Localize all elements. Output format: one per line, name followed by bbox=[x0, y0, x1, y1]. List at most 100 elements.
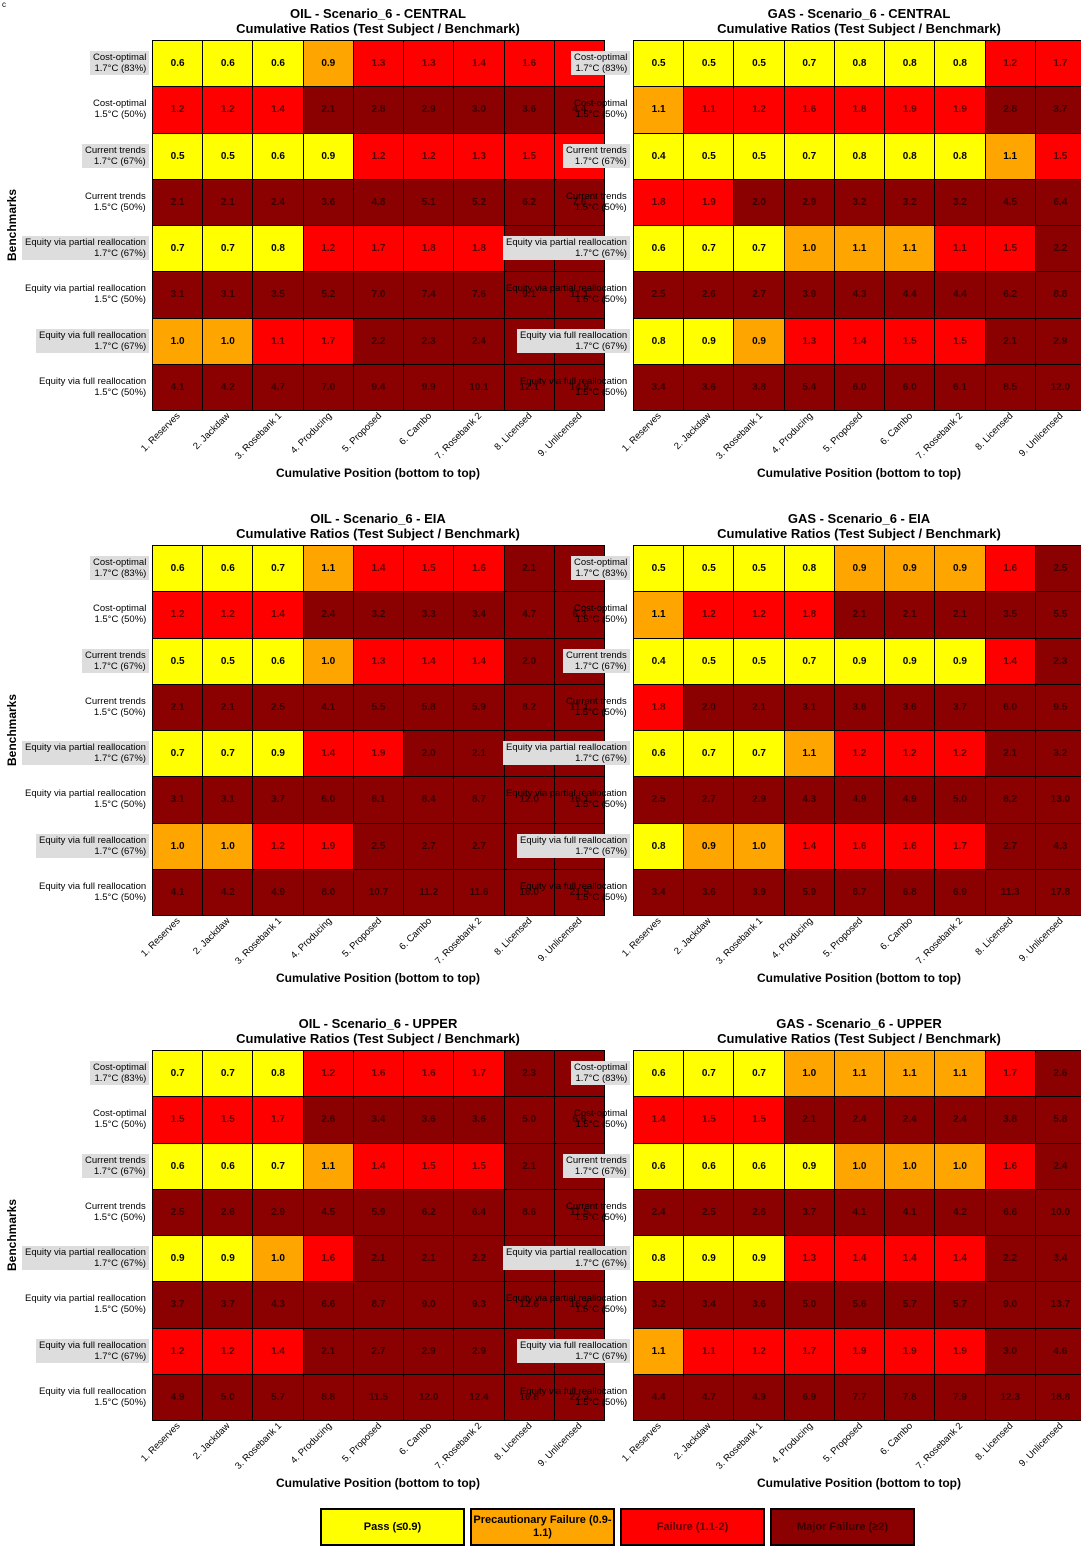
row-label-line1: Equity via full reallocation bbox=[520, 880, 628, 892]
legend-item-label: Major Failure (≥2) bbox=[797, 1520, 888, 1533]
heatmap-cell: 2.1 bbox=[152, 178, 204, 226]
x-tick-label: 8. Licensed bbox=[491, 410, 535, 453]
row-label-line1: Equity via partial reallocation bbox=[25, 788, 146, 800]
row-label-line1: Equity via full reallocation bbox=[520, 834, 628, 846]
heatmap-cell: 1.0 bbox=[934, 1142, 986, 1190]
heatmap-cell: 0.4 bbox=[633, 132, 685, 180]
legend-item-label: Pass (≤0.9) bbox=[363, 1520, 422, 1533]
heatmap-cell: 2.1 bbox=[302, 1327, 354, 1375]
row-label: Equity via partial reallocation 1.5°C (50… bbox=[503, 1292, 630, 1316]
heatmap-cell: 8.2 bbox=[984, 776, 1036, 824]
heatmap-cell: 1.9 bbox=[884, 1327, 936, 1375]
x-tick-label: 4. Producing bbox=[288, 1420, 334, 1466]
heatmap-cell: 4.4 bbox=[934, 271, 986, 319]
heatmap-cell: 1.3 bbox=[403, 40, 455, 88]
x-tick-label: 6. Cambo bbox=[878, 915, 916, 953]
heatmap-cell: 0.7 bbox=[152, 1050, 204, 1098]
heatmap-cell: 4.4 bbox=[633, 1373, 685, 1421]
heatmap-cell: 4.8 bbox=[352, 178, 405, 226]
row-label-line1: Cost-optimal bbox=[93, 98, 147, 110]
row-label: Current trends 1.5°C (50%) bbox=[563, 695, 630, 719]
heatmap-cell: 1.4 bbox=[453, 637, 505, 685]
heatmap-cell: 3.7 bbox=[202, 1281, 254, 1329]
row-label: Equity via full reallocation 1.7°C (67%) bbox=[36, 1338, 150, 1363]
heatmap-cell: 4.1 bbox=[152, 363, 204, 411]
row-label-line1: Equity via partial reallocation bbox=[25, 742, 146, 754]
heatmap-cell: 0.7 bbox=[733, 730, 785, 778]
heatmap-cell: 10.7 bbox=[352, 868, 405, 916]
heatmap-cell: 3.1 bbox=[202, 776, 254, 824]
row-label-line2: 1.5°C (50%) bbox=[574, 706, 627, 718]
row-label-line2: 1.5°C (50%) bbox=[574, 201, 627, 213]
heatmap-cell: 16.1 bbox=[553, 776, 605, 824]
row-label-line1: Equity via full reallocation bbox=[39, 329, 147, 341]
heatmap-cell: 1.1 bbox=[984, 132, 1036, 180]
heatmap-cell: 6.1 bbox=[934, 363, 986, 411]
heatmap-cell: 2.2 bbox=[453, 1235, 505, 1283]
row-label-line2: 1.5°C (50%) bbox=[94, 1119, 147, 1131]
legend-item-label: Precautionary Failure (0.9-1.1) bbox=[473, 1514, 612, 1539]
heatmap-cell: 2.1 bbox=[884, 591, 936, 639]
heatmap-cell: 0.6 bbox=[252, 132, 304, 180]
panel-subtitle-line: Cumulative Ratios (Test Subject / Benchm… bbox=[717, 526, 1001, 541]
heatmap-cell: 1.2 bbox=[202, 1327, 254, 1375]
heatmap-cell: 1.2 bbox=[152, 1327, 204, 1375]
row-label: Cost-optimal 1.5°C (50%) bbox=[571, 97, 630, 121]
row-label: Cost-optimal 1.7°C (83%) bbox=[90, 1061, 150, 1086]
heatmap-cell: 8.7 bbox=[352, 1281, 405, 1329]
heatmap-cell: 7.0 bbox=[302, 363, 354, 411]
row-label-line1: Cost-optimal bbox=[93, 1062, 147, 1074]
row-label: Equity via full reallocation 1.7°C (67%) bbox=[517, 328, 631, 353]
heatmap-cell: 6.6 bbox=[984, 1188, 1036, 1236]
heatmap-cell: 4.9 bbox=[884, 776, 936, 824]
x-tick-label: 6. Cambo bbox=[878, 1420, 916, 1458]
heatmap-cell: 1.6 bbox=[884, 822, 936, 870]
x-tick-label: 3. Rosebank 1 bbox=[713, 915, 765, 967]
row-label-line1: Equity via partial reallocation bbox=[25, 237, 146, 249]
y-axis-label: Benchmarks bbox=[5, 1198, 19, 1271]
heatmap-cell: 2.0 bbox=[403, 730, 455, 778]
row-label: Equity via partial reallocation 1.7°C (67… bbox=[503, 741, 630, 766]
row-label-line1: Equity via full reallocation bbox=[39, 834, 147, 846]
heatmap-cell: 8.0 bbox=[302, 868, 354, 916]
heatmap-cell: 3.8 bbox=[733, 363, 785, 411]
heatmap-cell: 2.4 bbox=[633, 1188, 685, 1236]
heatmap-cell: 1.4 bbox=[884, 1235, 936, 1283]
row-label: Current trends 1.7°C (67%) bbox=[82, 648, 149, 673]
heatmap-cell: 3.0 bbox=[984, 1327, 1036, 1375]
heatmap-cell: 1.2 bbox=[352, 132, 405, 180]
heatmap-cell: 4.4 bbox=[884, 271, 936, 319]
heatmap-cell: 3.6 bbox=[403, 1096, 455, 1144]
heatmap-cell: 2.3 bbox=[403, 317, 455, 365]
heatmap-cell: 1.5 bbox=[934, 317, 986, 365]
heatmap-cell: 1.5 bbox=[503, 132, 555, 180]
heatmap-cell: 0.7 bbox=[202, 225, 254, 273]
row-label: Equity via full reallocation 1.5°C (50%) bbox=[517, 375, 630, 399]
heatmap-cell: 7.6 bbox=[453, 271, 505, 319]
panel-subtitle-line: Cumulative Ratios (Test Subject / Benchm… bbox=[717, 21, 1001, 36]
heatmap-cell: 2.9 bbox=[252, 1188, 304, 1236]
heatmap-cell: 3.1 bbox=[202, 271, 254, 319]
row-label-line2: 1.7°C (83%) bbox=[575, 63, 628, 75]
heatmap-cell: 1.2 bbox=[152, 591, 204, 639]
row-label: Equity via partial reallocation 1.7°C (67… bbox=[22, 1246, 149, 1271]
x-tick-label: 9. Unlicensed bbox=[535, 1420, 585, 1469]
heatmap-cell: 16.8 bbox=[503, 1373, 555, 1421]
heatmap-cell: 0.7 bbox=[683, 730, 735, 778]
heatmap-cell: 11.5 bbox=[352, 1373, 405, 1421]
heatmap-cell: 0.6 bbox=[152, 40, 204, 88]
row-label-line2: 1.7°C (83%) bbox=[94, 568, 147, 580]
heatmap-cell: 0.5 bbox=[683, 545, 735, 593]
heatmap-cell: 2.1 bbox=[783, 1096, 835, 1144]
heatmap-cell: 3.7 bbox=[1034, 86, 1081, 134]
x-tick-label: 1. Reserves bbox=[139, 410, 183, 454]
row-label-line1: Equity via partial reallocation bbox=[25, 1247, 146, 1259]
heatmap-cell: 1.1 bbox=[783, 730, 835, 778]
heatmap-cell: 8.2 bbox=[503, 683, 555, 731]
row-label-line1: Current trends bbox=[85, 649, 146, 661]
heatmap-cell: 3.2 bbox=[1034, 730, 1081, 778]
row-label-line1: Cost-optimal bbox=[574, 98, 628, 110]
heatmap-cell: 1.4 bbox=[453, 40, 505, 88]
row-label-line2: 1.5°C (50%) bbox=[94, 891, 147, 903]
row-label-line1: Equity via full reallocation bbox=[520, 1339, 628, 1351]
